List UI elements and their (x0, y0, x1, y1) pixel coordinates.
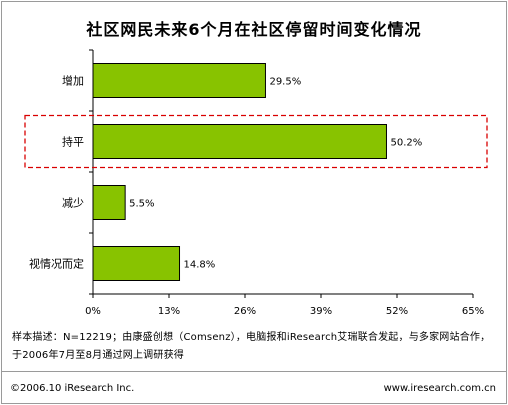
copyright-text: ©2006.10 iResearch Inc. (10, 383, 135, 394)
x-tick-label: 39% (310, 306, 332, 317)
x-tick-label: 52% (386, 306, 408, 317)
data-label: 14.8% (184, 260, 216, 271)
highlight-box (24, 114, 488, 169)
bar (92, 246, 181, 281)
website-link[interactable]: www.iresearch.com.cn (383, 383, 496, 394)
bar (92, 63, 266, 98)
category-label: 增加 (62, 74, 84, 88)
category-label: 减少 (62, 197, 84, 210)
chart-title: 社区网民未来6个月在社区停留时间变化情况 (86, 20, 422, 39)
x-tick-label: 13% (158, 306, 180, 317)
bar (92, 124, 387, 159)
category-label: 视情况而定 (29, 257, 84, 271)
data-label: 5.5% (129, 199, 154, 210)
x-tick-label: 26% (234, 306, 256, 317)
bar (92, 185, 126, 220)
category-label: 持平 (62, 135, 84, 149)
x-tick-label: 65% (462, 306, 484, 317)
sample-note: 样本描述：N=12219；由康盛创想（Comsenz），电脑报和iResearc… (12, 332, 491, 361)
x-tick-label: 0% (85, 306, 101, 317)
footer-divider (2, 371, 506, 372)
data-label: 29.5% (269, 77, 301, 88)
bar-chart: 0% 13% 26% 39% 52% 65% 增加 29.5% 持平 50.2% 减少 5.5% 视情况… (24, 49, 488, 317)
data-label: 50.2% (390, 138, 422, 149)
